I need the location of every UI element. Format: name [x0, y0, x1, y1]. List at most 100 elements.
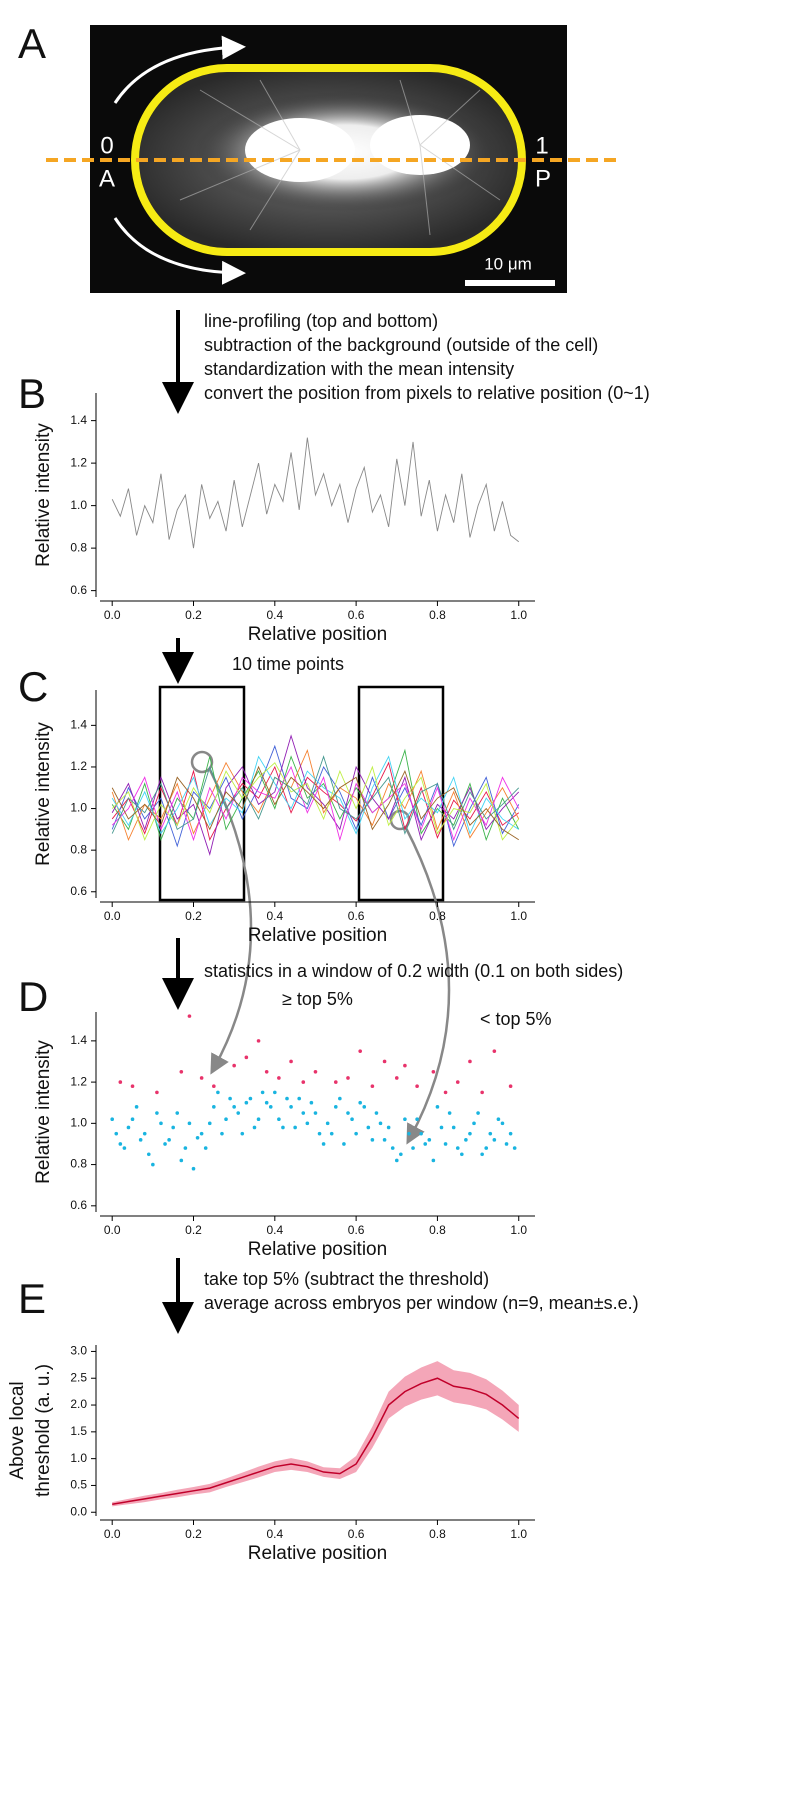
x-tick-label: 0.2 — [185, 1223, 202, 1237]
data-point — [342, 1142, 346, 1146]
data-point — [199, 1131, 204, 1136]
data-point — [199, 1076, 204, 1080]
data-point — [187, 1121, 192, 1126]
data-point — [175, 1111, 180, 1115]
data-point — [512, 1146, 517, 1150]
y-tick-label: 1.5 — [70, 1424, 87, 1438]
panel-letter: B — [18, 370, 46, 417]
data-point — [134, 1105, 139, 1109]
data-point — [484, 1146, 489, 1150]
data-point — [130, 1117, 135, 1122]
x-tick-label: 0.6 — [348, 608, 365, 622]
y-tick-label: 1.0 — [70, 1116, 87, 1130]
data-point — [317, 1131, 322, 1136]
data-point — [297, 1096, 302, 1101]
data-point — [252, 1125, 257, 1130]
y-tick-label: 0.6 — [70, 583, 87, 597]
data-point — [114, 1131, 119, 1136]
data-point — [508, 1131, 513, 1136]
y-tick-label: 0.8 — [70, 540, 87, 554]
y-tick-label: 1.2 — [70, 1074, 87, 1088]
data-point — [382, 1138, 387, 1142]
step-text: convert the position from pixels to rela… — [204, 383, 650, 403]
annotation: < top 5% — [480, 1009, 552, 1029]
y-tick-label: 3.0 — [70, 1344, 87, 1358]
data-point — [313, 1111, 318, 1115]
data-point — [240, 1131, 245, 1136]
data-point — [390, 1146, 395, 1150]
x-tick-label: 0.8 — [429, 1223, 446, 1237]
y-tick-label: 1.0 — [70, 1451, 87, 1465]
end-label: P — [535, 165, 551, 192]
data-point — [443, 1142, 448, 1146]
data-point — [480, 1090, 484, 1095]
data-point — [118, 1142, 123, 1146]
data-point — [281, 1125, 285, 1130]
data-point — [138, 1138, 143, 1142]
data-point — [159, 1121, 163, 1126]
y-tick-label: 0.6 — [70, 1198, 87, 1212]
data-point — [403, 1063, 407, 1068]
data-point — [346, 1111, 350, 1115]
data-point — [492, 1138, 497, 1142]
data-point — [142, 1131, 147, 1136]
data-point — [386, 1125, 391, 1130]
x-tick-label: 0.4 — [266, 608, 283, 622]
y-axis-label: Above local — [7, 1381, 28, 1479]
step-text: take top 5% (subtract the threshold) — [204, 1269, 489, 1289]
data-point — [224, 1117, 228, 1122]
data-point — [492, 1049, 497, 1053]
step-text: standardization with the mean intensity — [204, 359, 514, 379]
x-tick-label: 0.4 — [266, 1527, 283, 1541]
data-point — [313, 1069, 318, 1074]
data-point — [212, 1084, 216, 1089]
data-point — [447, 1111, 452, 1115]
data-point — [277, 1117, 281, 1122]
x-tick-label: 0.0 — [104, 909, 121, 923]
data-point — [476, 1111, 480, 1115]
data-point — [362, 1105, 367, 1109]
x-tick-label: 0.6 — [348, 1223, 365, 1237]
data-line — [111, 437, 520, 549]
x-axis-label: Relative position — [248, 1239, 387, 1260]
step-text: average across embryos per window (n=9, … — [204, 1293, 639, 1313]
y-axis-label: Relative intensity — [33, 1040, 54, 1184]
data-point — [248, 1096, 253, 1101]
data-point — [325, 1121, 330, 1126]
data-line — [111, 762, 520, 841]
y-tick-label: 0.8 — [70, 1157, 87, 1171]
window-boxes — [158, 685, 445, 902]
panel-letter: E — [18, 1275, 46, 1322]
data-point — [455, 1146, 460, 1150]
data-point — [256, 1117, 261, 1122]
data-point — [293, 1125, 297, 1130]
data-point — [415, 1084, 419, 1089]
data-point — [374, 1111, 379, 1115]
data-point — [394, 1076, 399, 1080]
position-label: 0 — [100, 132, 113, 159]
data-point — [431, 1069, 436, 1074]
data-point — [338, 1096, 342, 1101]
data-point — [419, 1131, 423, 1136]
data-point — [232, 1063, 236, 1068]
data-point — [468, 1059, 472, 1064]
y-tick-label: 1.4 — [70, 1033, 87, 1047]
y-tick-label: 0.8 — [70, 842, 87, 856]
data-point — [394, 1158, 399, 1163]
data-point — [504, 1142, 509, 1146]
data-point — [244, 1100, 249, 1105]
y-tick-label: 2.0 — [70, 1397, 87, 1411]
data-point — [277, 1076, 281, 1080]
data-point — [130, 1084, 135, 1089]
data-point — [346, 1076, 350, 1080]
x-axis-label: Relative position — [248, 925, 387, 946]
data-point — [423, 1142, 428, 1146]
x-tick-label: 0.2 — [185, 909, 202, 923]
data-point — [358, 1100, 362, 1105]
data-point — [146, 1152, 151, 1157]
data-point — [285, 1096, 289, 1101]
data-point — [480, 1152, 484, 1157]
data-point — [301, 1111, 306, 1115]
